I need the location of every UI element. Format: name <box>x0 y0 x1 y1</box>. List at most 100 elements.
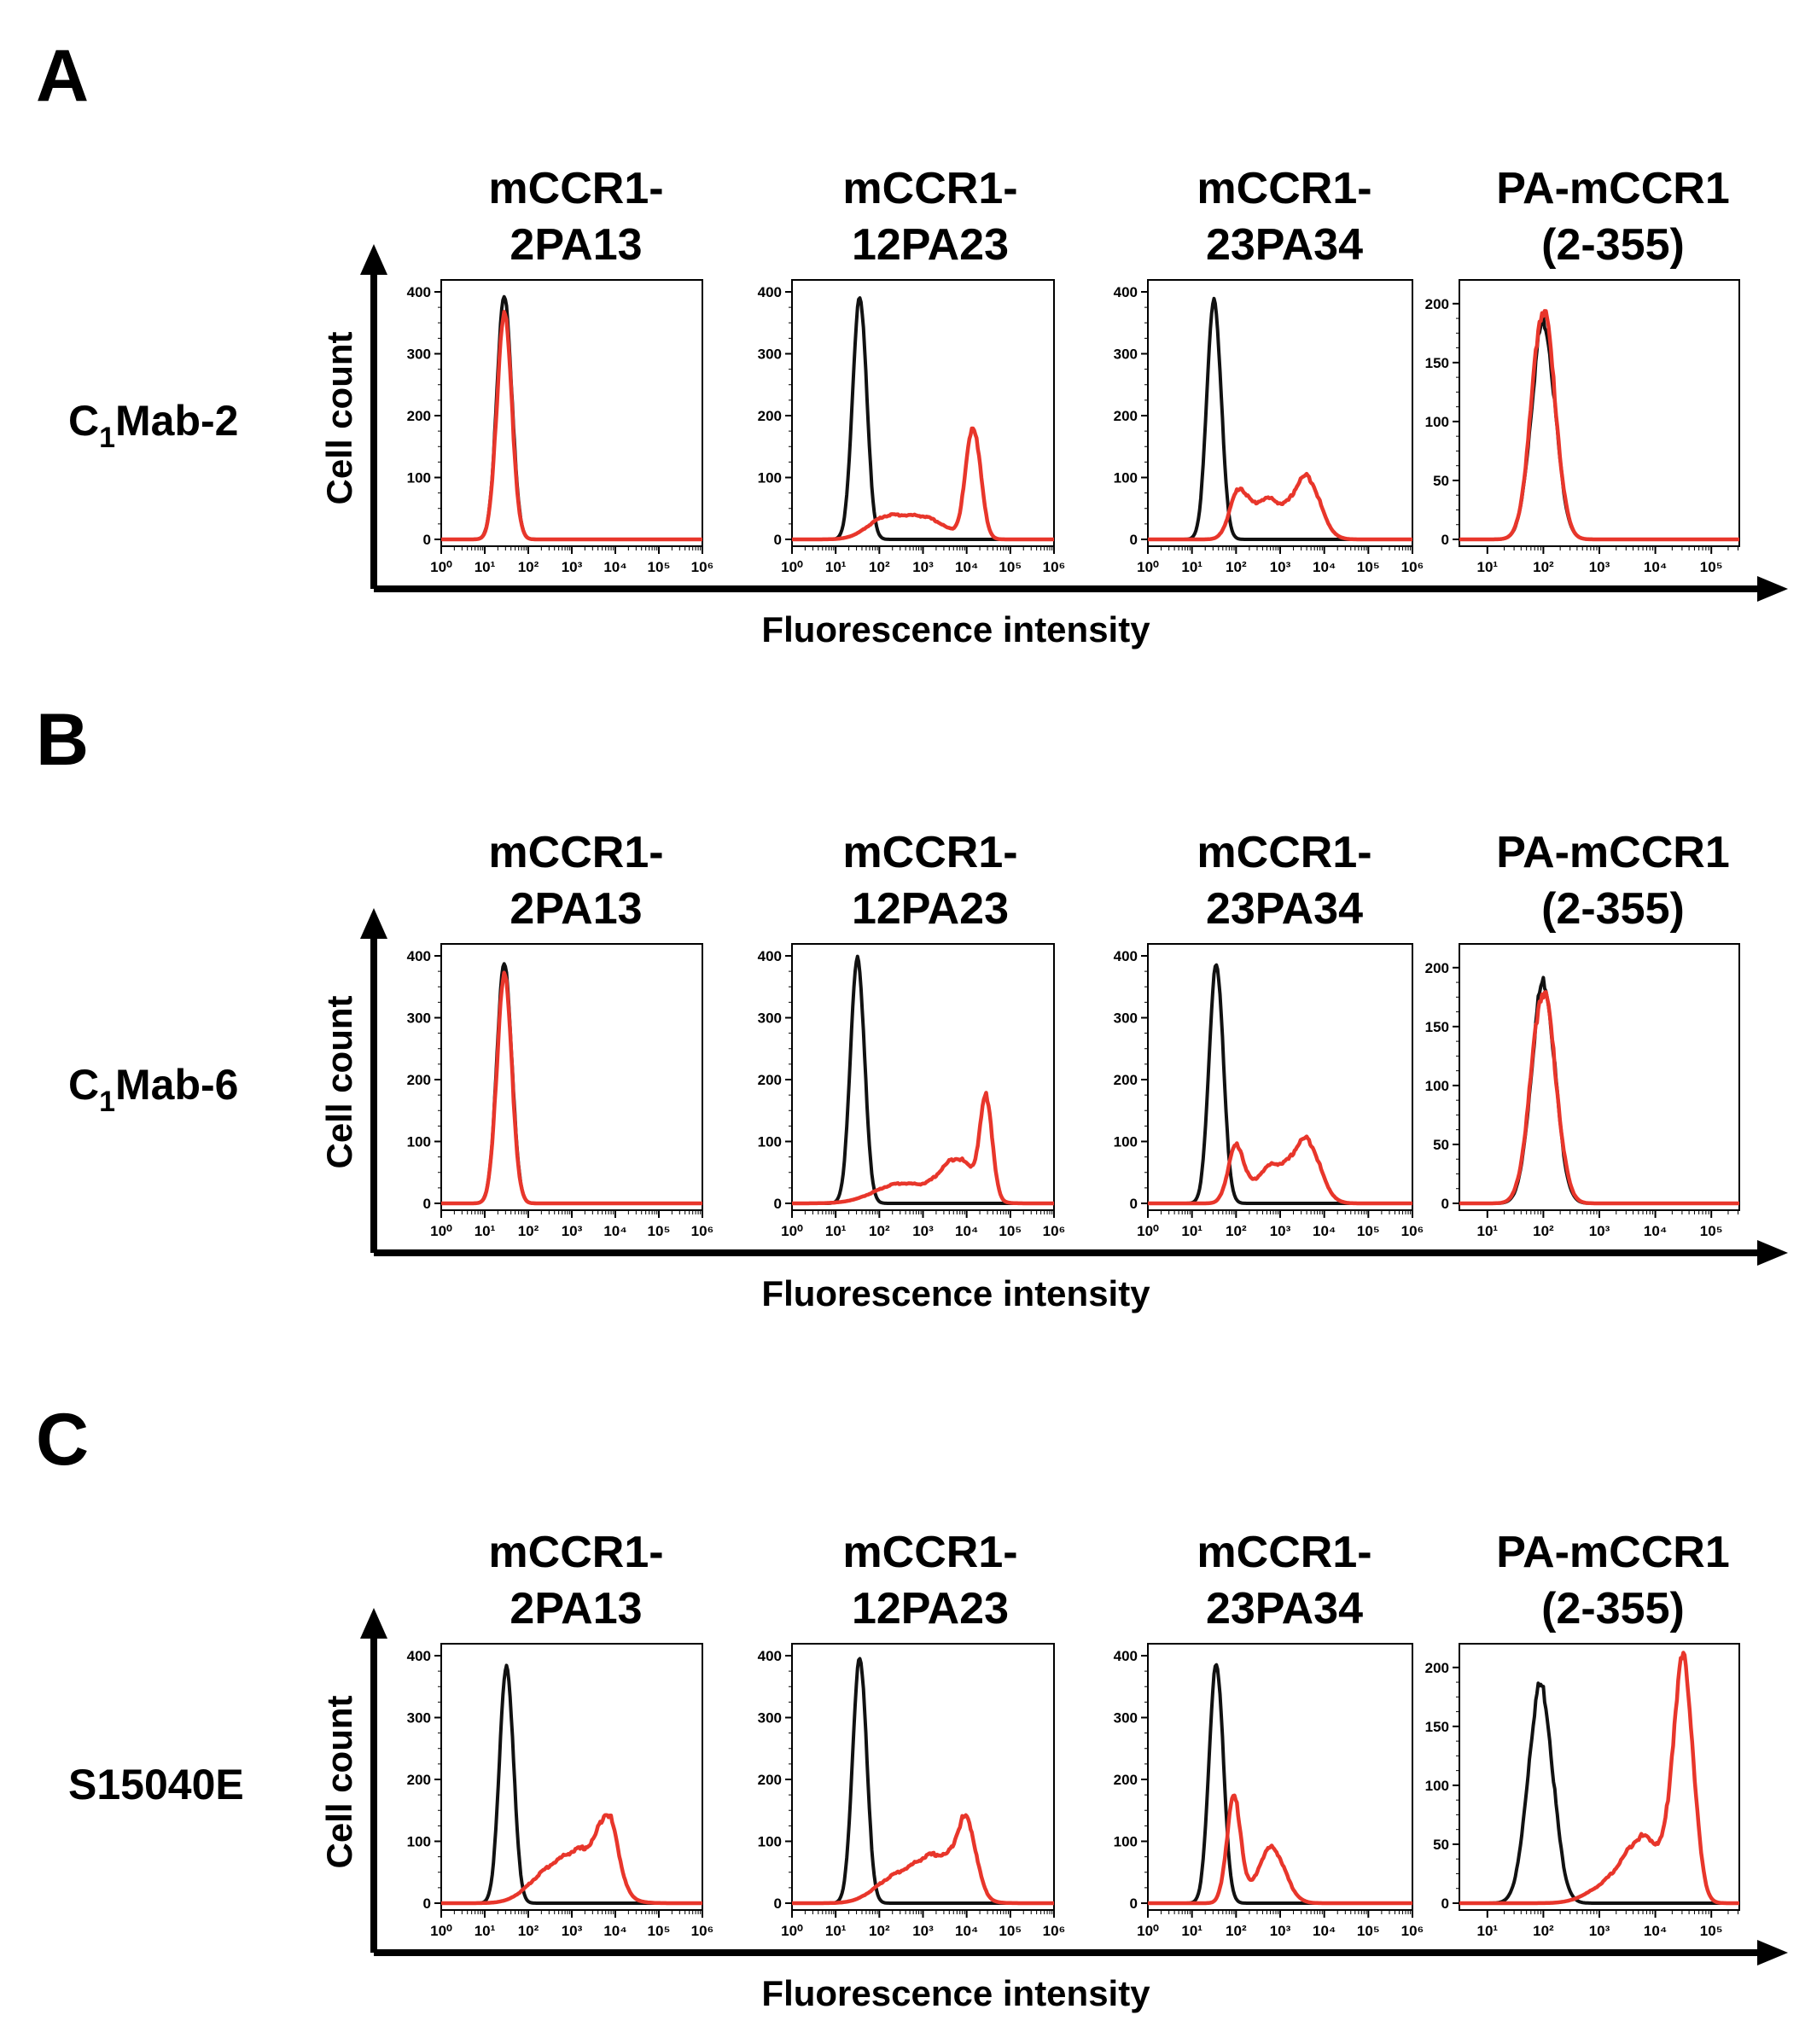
panel-letter: A <box>36 35 89 117</box>
x-tick-label: 10² <box>1226 559 1247 575</box>
y-tick-label: 300 <box>758 346 782 363</box>
control-histogram-line <box>440 294 703 541</box>
x-tick-label: 10¹ <box>1477 1223 1499 1239</box>
x-tick-label: 10² <box>518 559 539 575</box>
x-tick-label: 10³ <box>912 1223 934 1239</box>
y-tick-label: 200 <box>758 408 782 424</box>
y-tick-label: 100 <box>1114 470 1138 486</box>
y-tick-label: 200 <box>407 1072 431 1088</box>
antibody-label: S15040E <box>68 1761 244 1808</box>
x-tick-label: 10⁶ <box>1043 1223 1066 1239</box>
antibody-histogram-line <box>1147 471 1413 542</box>
y-tick-label: 200 <box>407 408 431 424</box>
y-tick-label: 300 <box>758 1710 782 1727</box>
control-histogram-line <box>1147 963 1413 1205</box>
y-axis-arrowhead <box>360 1608 387 1639</box>
y-tick-label: 100 <box>1425 414 1449 430</box>
x-tick-label: 10² <box>1226 1223 1247 1239</box>
x-tick-label: 10⁵ <box>1357 1923 1380 1939</box>
panel-B: B C1Mab-6 Cell count Fluorescence intensity… <box>36 699 1788 1313</box>
x-tick-label: 10¹ <box>475 559 496 575</box>
y-tick-label: 400 <box>758 1648 782 1664</box>
x-tick-label: 10⁶ <box>691 1223 714 1239</box>
column-title: 23PA34 <box>1206 1584 1363 1633</box>
y-tick-label: 300 <box>1114 346 1138 363</box>
y-tick-label: 0 <box>1130 1196 1138 1212</box>
column-title: mCCR1- <box>488 828 663 877</box>
y-tick-label: 100 <box>407 1134 431 1150</box>
x-tick-label: 10² <box>1533 1223 1554 1239</box>
histogram-3: 0 100 200 300 400 10⁰ 10¹ 10² 10³ 10⁴ 10⁵ 10⁶ <box>1114 943 1424 1239</box>
x-tick-label: 10² <box>869 1923 890 1939</box>
x-tick-label: 10⁴ <box>1313 1223 1336 1239</box>
y-tick-label: 200 <box>758 1772 782 1788</box>
antibody-histogram-line <box>1147 1793 1413 1906</box>
y-tick-label: 150 <box>1425 355 1449 371</box>
y-tick-label: 100 <box>1114 1834 1138 1850</box>
y-tick-label: 200 <box>1425 1660 1449 1676</box>
x-tick-label: 10² <box>869 1223 890 1239</box>
column-title: mCCR1- <box>842 828 1017 877</box>
y-tick-label: 400 <box>758 948 782 964</box>
x-tick-label: 10¹ <box>475 1923 496 1939</box>
x-tick-label: 10² <box>869 559 890 575</box>
column-title: 12PA23 <box>852 884 1009 934</box>
y-tick-label: 100 <box>758 470 782 486</box>
plot-frame <box>791 279 1055 547</box>
x-tick-label: 10⁵ <box>1357 559 1380 575</box>
y-axis-label: Cell count <box>319 1695 359 1868</box>
x-tick-label: 10³ <box>1589 559 1610 575</box>
column-title: mCCR1- <box>1197 164 1371 213</box>
x-tick-label: 10³ <box>1270 1923 1291 1939</box>
antibody-histogram-line <box>791 1813 1055 1906</box>
control-histogram-line <box>791 1657 1055 1905</box>
x-tick-label: 10⁴ <box>955 1923 978 1939</box>
x-tick-label: 10⁶ <box>1401 559 1424 575</box>
antibody-histogram-line <box>1459 309 1740 542</box>
y-tick-label: 0 <box>774 532 782 548</box>
column-title: 23PA34 <box>1206 220 1363 270</box>
x-tick-label: 10⁴ <box>1313 559 1336 575</box>
y-tick-label: 200 <box>758 1072 782 1088</box>
x-tick-label: 10⁰ <box>781 559 803 575</box>
column-title: 2PA13 <box>510 220 642 270</box>
x-tick-label: 10⁰ <box>1137 1923 1159 1939</box>
x-tick-label: 10² <box>518 1223 539 1239</box>
column-title: 12PA23 <box>852 1584 1009 1633</box>
histogram-3: 0 100 200 300 400 10⁰ 10¹ 10² 10³ 10⁴ 10⁵ 10⁶ <box>1114 1643 1424 1939</box>
y-tick-label: 0 <box>423 1896 431 1912</box>
x-axis-arrowhead <box>1757 1240 1788 1266</box>
plot-frame <box>1459 1643 1740 1911</box>
antibody-histogram-line <box>440 970 703 1206</box>
x-tick-label: 10⁵ <box>648 1923 671 1939</box>
antibody-histogram-line <box>1459 990 1740 1206</box>
column-title: 2PA13 <box>510 884 642 934</box>
y-tick-label: 100 <box>1114 1134 1138 1150</box>
x-axis-arrowhead <box>1757 1940 1788 1965</box>
column-title: mCCR1- <box>842 164 1017 213</box>
column-title: mCCR1- <box>1197 828 1371 877</box>
histogram-3: 0 100 200 300 400 10⁰ 10¹ 10² 10³ 10⁴ 10⁵ 10⁶ <box>1114 279 1424 575</box>
x-tick-label: 10⁴ <box>603 1923 626 1939</box>
x-tick-label: 10⁰ <box>430 559 452 575</box>
x-tick-label: 10³ <box>1270 559 1291 575</box>
x-tick-label: 10³ <box>1589 1923 1610 1939</box>
histogram-2: 0 100 200 300 400 10⁰ 10¹ 10² 10³ 10⁴ 10⁵ 10⁶ <box>758 943 1066 1239</box>
y-tick-label: 400 <box>407 1648 431 1664</box>
x-tick-label: 10¹ <box>825 1923 847 1939</box>
y-tick-label: 100 <box>407 470 431 486</box>
x-tick-label: 10⁶ <box>1401 1923 1424 1939</box>
x-tick-label: 10⁶ <box>1401 1223 1424 1239</box>
y-tick-label: 400 <box>1114 948 1138 964</box>
x-tick-label: 10⁵ <box>999 559 1022 575</box>
plot-frame <box>1147 279 1413 547</box>
control-histogram-line <box>1459 975 1740 1205</box>
antibody-histogram-line <box>440 310 703 542</box>
column-title: PA-mCCR1 <box>1496 1528 1730 1577</box>
y-tick-label: 100 <box>1425 1778 1449 1794</box>
column-title: mCCR1- <box>488 1528 663 1577</box>
y-tick-label: 0 <box>423 1196 431 1212</box>
y-axis-label: Cell count <box>319 331 359 504</box>
control-histogram-line <box>1147 1663 1413 1905</box>
